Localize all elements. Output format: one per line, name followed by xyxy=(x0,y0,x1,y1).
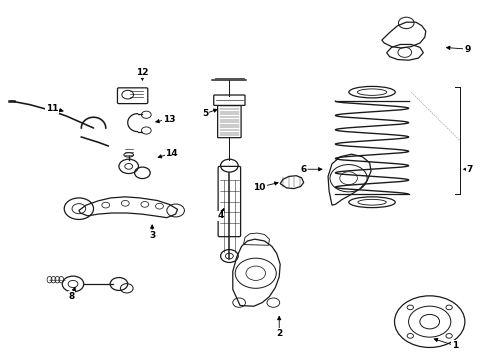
Text: 10: 10 xyxy=(253,183,266,192)
Text: 3: 3 xyxy=(149,231,155,240)
Text: 9: 9 xyxy=(464,45,470,54)
Text: 6: 6 xyxy=(300,165,307,174)
Text: 1: 1 xyxy=(452,341,458,350)
Text: 4: 4 xyxy=(218,211,224,220)
FancyBboxPatch shape xyxy=(214,95,245,105)
Text: 7: 7 xyxy=(466,165,473,174)
Text: 12: 12 xyxy=(136,68,148,77)
Text: 11: 11 xyxy=(46,104,58,113)
Text: 5: 5 xyxy=(202,109,208,118)
FancyBboxPatch shape xyxy=(118,88,148,104)
Text: 13: 13 xyxy=(163,114,175,123)
Text: 8: 8 xyxy=(69,292,74,301)
Text: 14: 14 xyxy=(166,149,178,158)
FancyBboxPatch shape xyxy=(218,104,241,138)
FancyBboxPatch shape xyxy=(218,166,241,237)
Text: 2: 2 xyxy=(276,329,282,338)
